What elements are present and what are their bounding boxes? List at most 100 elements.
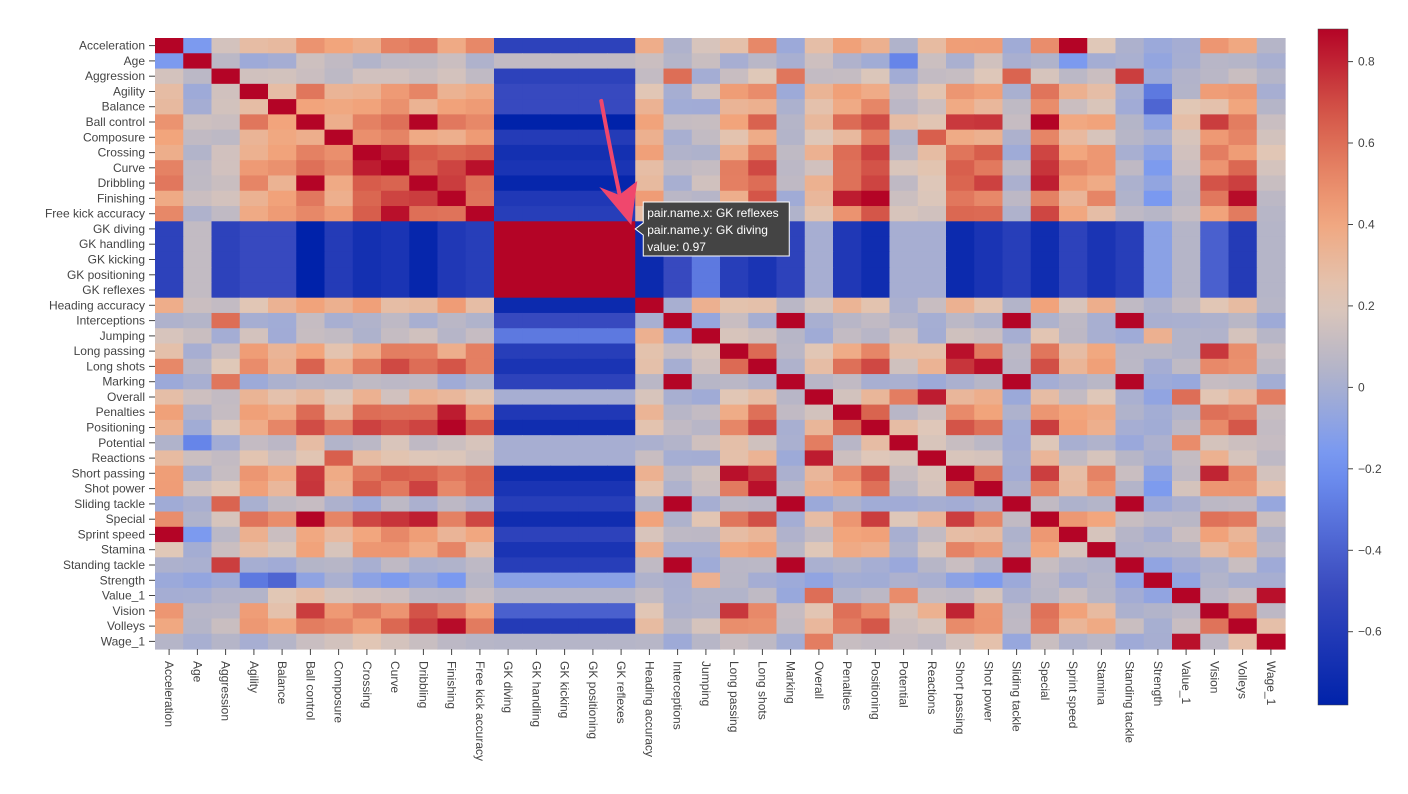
heatmap-cell[interactable] (409, 374, 439, 390)
heatmap-cell[interactable] (1030, 68, 1060, 85)
heatmap-cell[interactable] (1256, 114, 1286, 131)
heatmap-cell[interactable] (437, 114, 467, 131)
heatmap-cell[interactable] (804, 206, 834, 222)
heatmap-cell[interactable] (352, 221, 382, 238)
heatmap-cell[interactable] (861, 129, 891, 146)
heatmap-cell[interactable] (917, 53, 947, 70)
heatmap-cell[interactable] (578, 83, 608, 100)
heatmap-cell[interactable] (409, 129, 439, 146)
heatmap-cell[interactable] (1256, 160, 1286, 177)
heatmap-cell[interactable] (296, 190, 326, 207)
heatmap-cell[interactable] (296, 526, 326, 543)
heatmap-cell[interactable] (946, 435, 975, 452)
heatmap-cell[interactable] (1172, 526, 1201, 543)
heatmap-cell[interactable] (296, 160, 326, 177)
heatmap-cell[interactable] (607, 83, 636, 100)
heatmap-cell[interactable] (1087, 175, 1117, 192)
heatmap-cell[interactable] (409, 297, 439, 314)
heatmap-cell[interactable] (635, 38, 665, 54)
heatmap-cell[interactable] (324, 236, 354, 253)
heatmap-cell[interactable] (381, 603, 410, 620)
heatmap-cell[interactable] (1059, 557, 1088, 574)
heatmap-cell[interactable] (1087, 587, 1117, 604)
heatmap-cell[interactable] (268, 267, 297, 284)
heatmap-cell[interactable] (381, 404, 410, 421)
heatmap-cell[interactable] (776, 297, 806, 314)
heatmap-cell[interactable] (1059, 267, 1088, 284)
heatmap-cell[interactable] (1143, 435, 1173, 452)
heatmap-cell[interactable] (1256, 435, 1286, 452)
heatmap-cell[interactable] (155, 618, 184, 635)
heatmap-cell[interactable] (324, 267, 354, 284)
heatmap-cell[interactable] (437, 221, 467, 238)
heatmap-cell[interactable] (324, 511, 354, 528)
heatmap-cell[interactable] (833, 618, 862, 635)
heatmap-cell[interactable] (494, 190, 523, 207)
heatmap-cell[interactable] (352, 312, 382, 329)
heatmap-cell[interactable] (183, 175, 213, 192)
heatmap-cell[interactable] (1228, 358, 1258, 375)
heatmap-cell[interactable] (917, 144, 947, 161)
heatmap-cell[interactable] (268, 175, 297, 192)
heatmap-cell[interactable] (607, 129, 636, 146)
heatmap-cell[interactable] (183, 53, 213, 70)
heatmap-cell[interactable] (155, 312, 184, 329)
heatmap-cell[interactable] (1228, 618, 1258, 635)
heatmap-cell[interactable] (296, 221, 326, 238)
heatmap-cell[interactable] (1256, 358, 1286, 375)
heatmap-cell[interactable] (1172, 618, 1201, 635)
heatmap-cell[interactable] (833, 221, 862, 238)
heatmap-cell[interactable] (917, 267, 947, 284)
heatmap-cell[interactable] (1030, 511, 1060, 528)
heatmap-cell[interactable] (211, 236, 241, 253)
heatmap-cell[interactable] (1115, 175, 1145, 192)
heatmap-cell[interactable] (833, 328, 862, 345)
heatmap-cell[interactable] (1228, 160, 1258, 177)
heatmap-cell[interactable] (1030, 160, 1060, 177)
heatmap-cell[interactable] (155, 160, 184, 177)
heatmap-cell[interactable] (155, 190, 184, 207)
heatmap-cell[interactable] (776, 53, 806, 70)
heatmap-cell[interactable] (720, 618, 749, 635)
heatmap-cell[interactable] (691, 358, 721, 375)
heatmap-cell[interactable] (974, 526, 1004, 543)
heatmap-cell[interactable] (748, 38, 778, 54)
heatmap-cell[interactable] (437, 68, 467, 85)
heatmap-cell[interactable] (1002, 53, 1032, 70)
heatmap-cell[interactable] (550, 480, 580, 497)
heatmap-cell[interactable] (550, 633, 580, 650)
heatmap-cell[interactable] (1115, 251, 1145, 268)
heatmap-cell[interactable] (748, 572, 778, 589)
heatmap-cell[interactable] (833, 404, 862, 421)
heatmap-cell[interactable] (352, 496, 382, 513)
heatmap-cell[interactable] (211, 587, 241, 604)
heatmap-cell[interactable] (211, 114, 241, 131)
heatmap-cell[interactable] (1002, 572, 1032, 589)
heatmap-cell[interactable] (1200, 38, 1230, 54)
heatmap-cell[interactable] (889, 312, 919, 329)
heatmap-cell[interactable] (465, 236, 495, 253)
heatmap-cell[interactable] (352, 511, 382, 528)
heatmap-cell[interactable] (296, 465, 326, 482)
heatmap-cell[interactable] (1002, 328, 1032, 345)
heatmap-cell[interactable] (946, 526, 975, 543)
heatmap-cell[interactable] (720, 38, 749, 54)
heatmap-cell[interactable] (1087, 633, 1117, 650)
heatmap-cell[interactable] (635, 404, 665, 421)
heatmap-cell[interactable] (748, 419, 778, 436)
heatmap-cell[interactable] (268, 53, 297, 70)
heatmap-cell[interactable] (211, 83, 241, 100)
heatmap-cell[interactable] (211, 511, 241, 528)
heatmap-cell[interactable] (268, 99, 297, 115)
heatmap-cell[interactable] (1002, 144, 1032, 161)
heatmap-cell[interactable] (607, 343, 636, 360)
heatmap-cell[interactable] (1143, 144, 1173, 161)
heatmap-cell[interactable] (776, 282, 806, 299)
heatmap-cell[interactable] (437, 282, 467, 299)
heatmap-cell[interactable] (324, 542, 354, 558)
heatmap-cell[interactable] (1059, 251, 1088, 268)
heatmap-cell[interactable] (833, 450, 862, 467)
heatmap-cell[interactable] (1002, 282, 1032, 299)
heatmap-cell[interactable] (522, 312, 552, 329)
heatmap-cell[interactable] (522, 160, 552, 177)
